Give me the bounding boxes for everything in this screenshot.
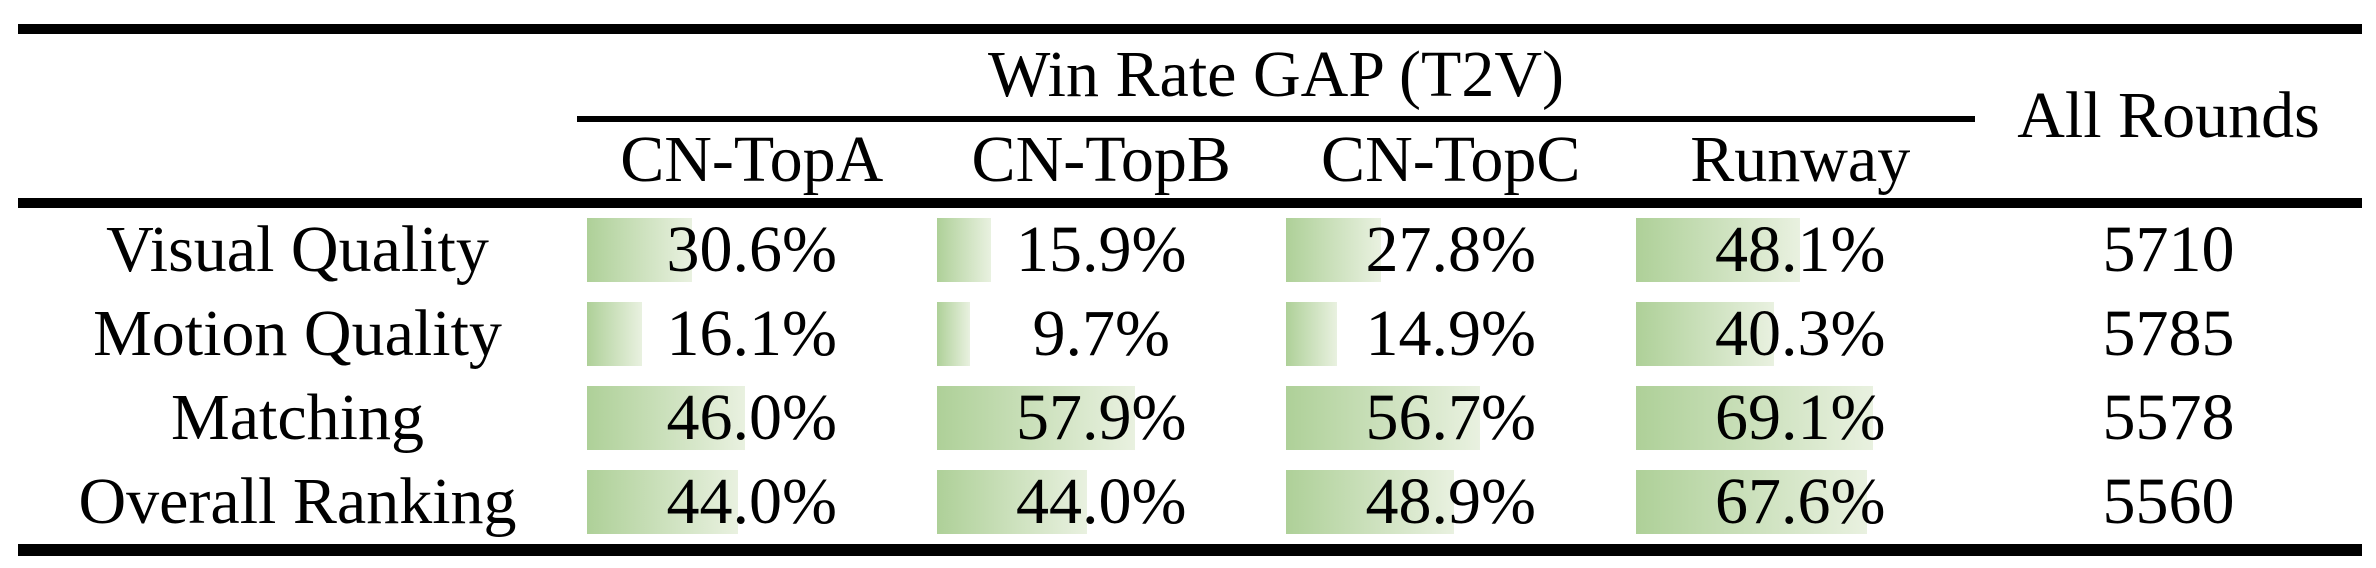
all-rounds-value: 5560 xyxy=(2102,465,2235,538)
row-label: Overall Ranking xyxy=(78,465,517,538)
winrate-cell: 16.1% xyxy=(577,292,927,376)
top-rule xyxy=(18,24,2362,34)
winrate-cell: 69.1% xyxy=(1626,376,1976,460)
winrate-bar xyxy=(587,218,692,282)
winrate-bar xyxy=(1286,386,1481,450)
column-header-cn-topa: CN-TopA xyxy=(620,123,884,196)
winrate-cell: 56.7% xyxy=(1276,376,1626,460)
winrate-cell: 14.9% xyxy=(1276,292,1626,376)
winrate-value: 44.0% xyxy=(666,465,837,538)
winrate-cell: 44.0% xyxy=(577,460,927,544)
winrate-bar xyxy=(587,386,745,450)
winrate-value: 48.9% xyxy=(1365,465,1536,538)
all-rounds-value: 5785 xyxy=(2102,297,2235,370)
winrate-value: 69.1% xyxy=(1715,381,1886,454)
winrate-bar xyxy=(936,302,970,366)
winrate-cell: 9.7% xyxy=(927,292,1277,376)
winrate-bar xyxy=(1286,302,1338,366)
winrate-cell: 48.1% xyxy=(1626,208,1976,292)
winrate-value: 48.1% xyxy=(1715,213,1886,286)
winrate-cell: 30.6% xyxy=(577,208,927,292)
winrate-bar xyxy=(1635,218,1801,282)
winrate-value: 40.3% xyxy=(1715,297,1886,370)
table-row: Matching 46.0% 57.9% 56.7% 69.1% 5578 xyxy=(18,376,2362,460)
row-label: Motion Quality xyxy=(93,297,502,370)
winrate-cell: 48.9% xyxy=(1276,460,1626,544)
group-header: Win Rate GAP (T2V) xyxy=(988,38,1564,111)
winrate-cell: 67.6% xyxy=(1626,460,1976,544)
winrate-cell: 15.9% xyxy=(927,208,1277,292)
winrate-bar xyxy=(936,470,1088,534)
winrate-value: 67.6% xyxy=(1715,465,1886,538)
group-header-rule xyxy=(577,116,1975,122)
winrate-bar xyxy=(587,470,738,534)
all-rounds-value: 5710 xyxy=(2102,213,2235,286)
winrate-value: 30.6% xyxy=(666,213,837,286)
winrate-bar xyxy=(1635,470,1868,534)
table-row: Visual Quality 30.6% 15.9% 27.8% 48.1% 5… xyxy=(18,208,2362,292)
header-spacer xyxy=(18,34,577,198)
winrate-cell: 46.0% xyxy=(577,376,927,460)
winrate-bar xyxy=(1635,386,1873,450)
table-row: Overall Ranking 44.0% 44.0% 48.9% 67.6% … xyxy=(18,460,2362,544)
column-header-all-rounds: All Rounds xyxy=(2017,79,2320,152)
results-table: Win Rate GAP (T2V) CN-TopA CN-TopB CN-To… xyxy=(18,24,2362,556)
winrate-cell: 57.9% xyxy=(927,376,1277,460)
table-header: Win Rate GAP (T2V) CN-TopA CN-TopB CN-To… xyxy=(18,34,2362,198)
table-row: Motion Quality 16.1% 9.7% 14.9% 40.3% 57… xyxy=(18,292,2362,376)
winrate-value: 9.7% xyxy=(1032,297,1170,370)
winrate-value: 44.0% xyxy=(1016,465,1187,538)
winrate-value: 56.7% xyxy=(1365,381,1536,454)
winrate-bar xyxy=(587,302,643,366)
column-header-runway: Runway xyxy=(1690,123,1911,196)
mid-rule xyxy=(18,198,2362,208)
row-label: Visual Quality xyxy=(106,213,489,286)
bottom-rule xyxy=(18,544,2362,556)
model-column-headers: CN-TopA CN-TopB CN-TopC Runway xyxy=(577,122,1975,198)
winrate-bar xyxy=(1286,218,1382,282)
winrate-cell: 27.8% xyxy=(1276,208,1626,292)
winrate-bar xyxy=(1635,302,1774,366)
row-label: Matching xyxy=(171,381,424,454)
winrate-cell: 44.0% xyxy=(927,460,1277,544)
winrate-value: 14.9% xyxy=(1365,297,1536,370)
table-body: Visual Quality 30.6% 15.9% 27.8% 48.1% 5… xyxy=(18,208,2362,544)
column-header-cn-topb: CN-TopB xyxy=(971,123,1231,196)
winrate-value: 15.9% xyxy=(1016,213,1187,286)
all-rounds-value: 5578 xyxy=(2102,381,2235,454)
winrate-bar xyxy=(936,386,1136,450)
winrate-value: 46.0% xyxy=(666,381,837,454)
winrate-value: 27.8% xyxy=(1365,213,1536,286)
winrate-value: 16.1% xyxy=(666,297,837,370)
winrate-bar xyxy=(1286,470,1454,534)
winrate-value: 57.9% xyxy=(1016,381,1187,454)
winrate-cell: 40.3% xyxy=(1626,292,1976,376)
winrate-bar xyxy=(936,218,992,282)
winrate-group-column: Win Rate GAP (T2V) CN-TopA CN-TopB CN-To… xyxy=(577,34,1975,198)
column-header-cn-topc: CN-TopC xyxy=(1321,123,1581,196)
